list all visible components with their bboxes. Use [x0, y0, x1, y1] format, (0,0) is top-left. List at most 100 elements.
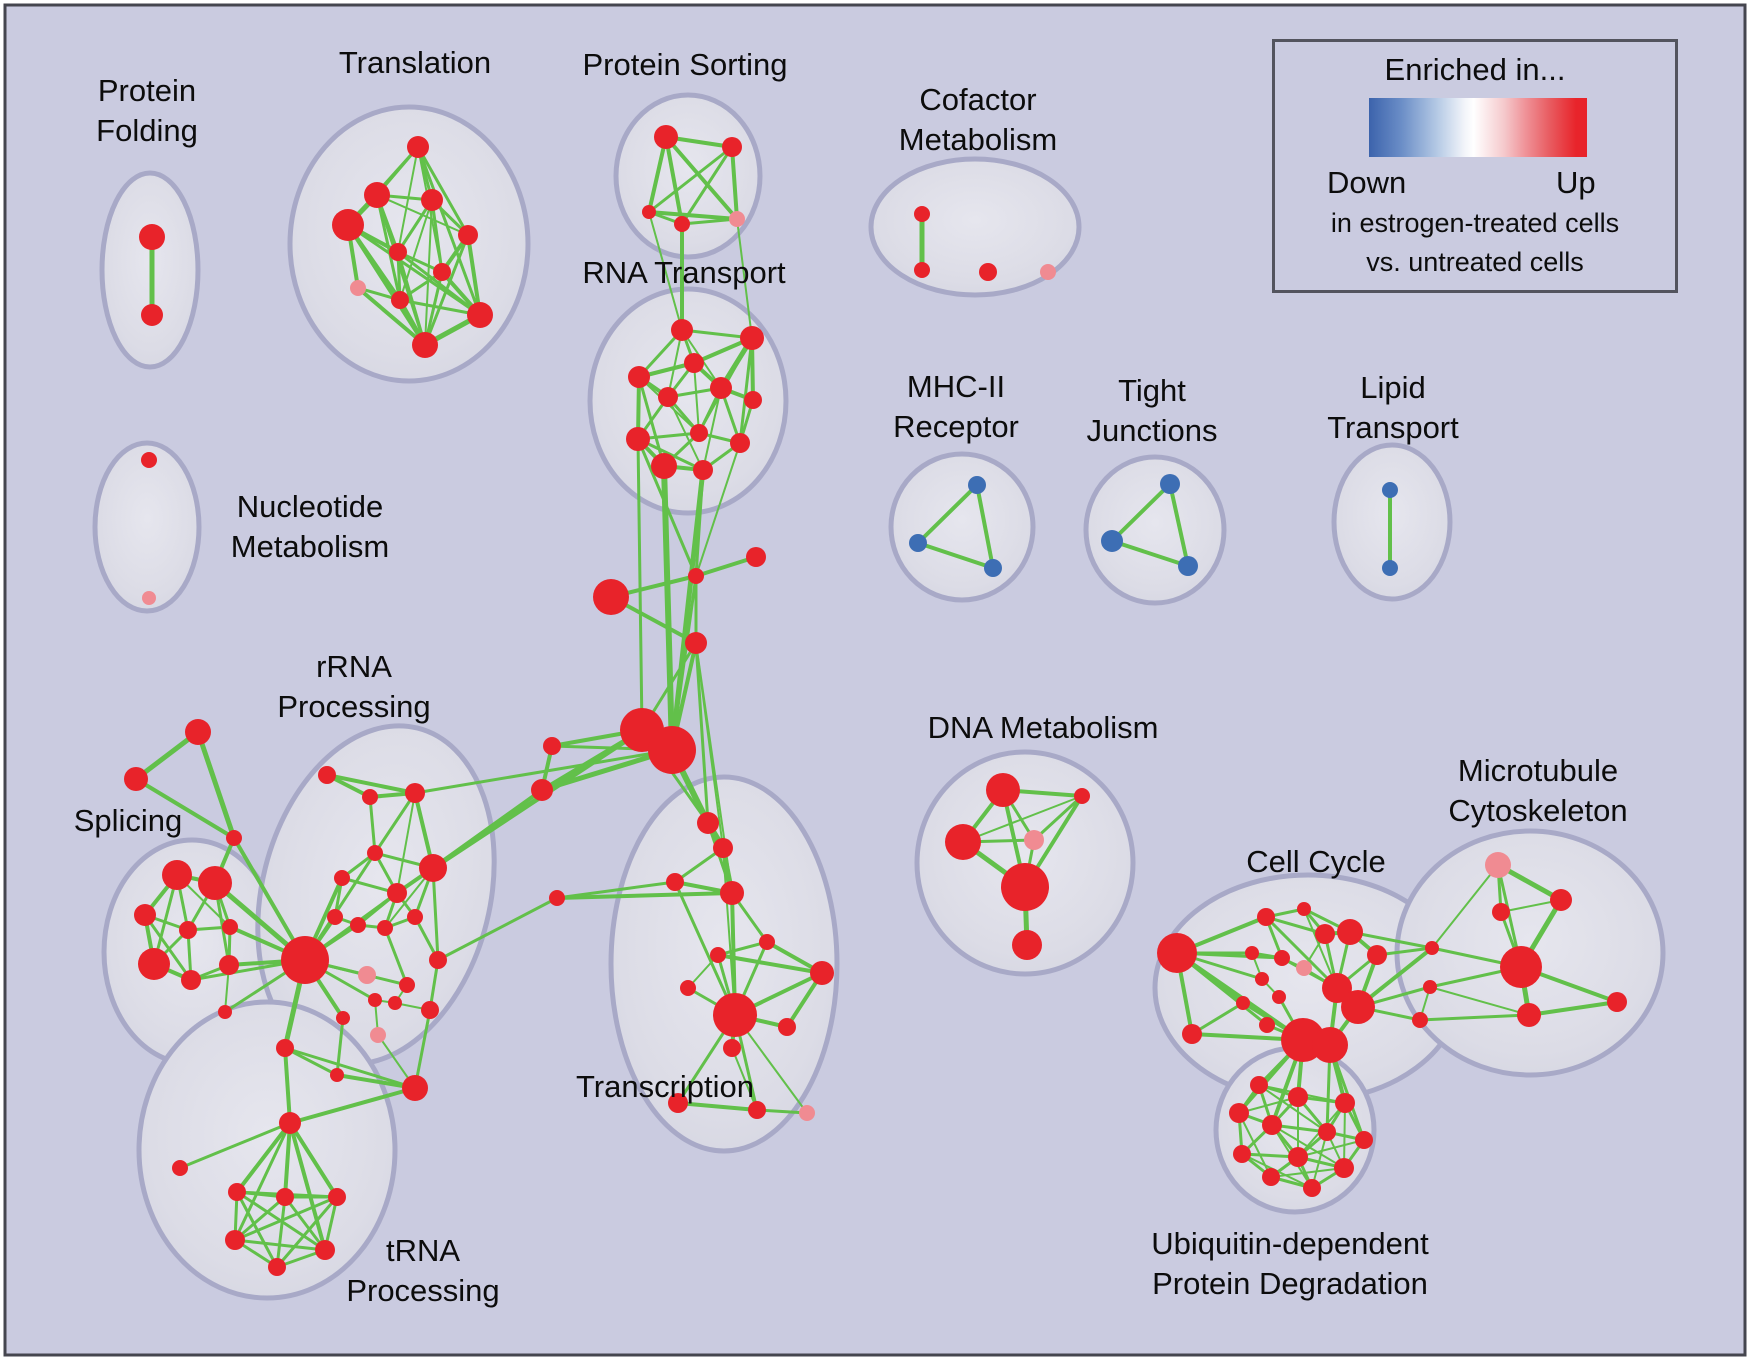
node-t8[interactable]	[350, 280, 366, 296]
node-lt2[interactable]	[1382, 560, 1398, 576]
node-tn7[interactable]	[268, 1258, 286, 1276]
node-r9[interactable]	[350, 917, 366, 933]
node-rt2[interactable]	[740, 326, 764, 350]
node-tr3[interactable]	[666, 873, 684, 891]
node-mid2[interactable]	[746, 547, 766, 567]
node-t6[interactable]	[389, 243, 407, 261]
node-sp6[interactable]	[138, 948, 170, 980]
node-tr10[interactable]	[778, 1018, 796, 1036]
node-t4[interactable]	[332, 209, 364, 241]
node-hub2[interactable]	[648, 726, 696, 774]
node-mt2[interactable]	[1492, 903, 1510, 921]
node-c1[interactable]	[543, 737, 561, 755]
node-rt10[interactable]	[730, 433, 750, 453]
node-cm2[interactable]	[914, 262, 930, 278]
node-pf2[interactable]	[141, 304, 163, 326]
node-rt11[interactable]	[651, 453, 677, 479]
node-tr5[interactable]	[759, 934, 775, 950]
node-sp7[interactable]	[181, 970, 201, 990]
node-t5[interactable]	[458, 225, 478, 245]
node-trl[interactable]	[549, 890, 565, 906]
node-cm4[interactable]	[1040, 264, 1056, 280]
node-r21[interactable]	[402, 1075, 428, 1101]
node-t11[interactable]	[412, 332, 438, 358]
node-cc14[interactable]	[1259, 1017, 1275, 1033]
node-mt4[interactable]	[1517, 1003, 1541, 1027]
node-cc9[interactable]	[1322, 973, 1352, 1003]
node-mid3[interactable]	[593, 579, 629, 615]
node-r22[interactable]	[330, 1068, 344, 1082]
node-r1[interactable]	[318, 766, 336, 784]
node-ub4[interactable]	[1229, 1103, 1249, 1123]
node-tn4[interactable]	[328, 1188, 346, 1206]
node-rt1[interactable]	[671, 319, 693, 341]
node-mt3[interactable]	[1500, 946, 1542, 988]
node-ub8[interactable]	[1233, 1145, 1251, 1163]
node-dm2[interactable]	[1074, 788, 1090, 804]
node-tn2[interactable]	[228, 1183, 246, 1201]
node-tn1[interactable]	[172, 1160, 188, 1176]
node-r10[interactable]	[377, 920, 393, 936]
node-rt9[interactable]	[626, 427, 650, 451]
node-mj3[interactable]	[1412, 1012, 1428, 1028]
node-r4[interactable]	[367, 845, 383, 861]
node-dm4[interactable]	[1024, 830, 1044, 850]
node-hubR[interactable]	[281, 936, 329, 984]
node-pf1[interactable]	[139, 224, 165, 250]
node-ccp[interactable]	[1296, 960, 1312, 976]
node-tr7[interactable]	[810, 961, 834, 985]
node-mh3[interactable]	[984, 559, 1002, 577]
node-tr1[interactable]	[697, 812, 719, 834]
node-t2[interactable]	[364, 182, 390, 208]
node-cc10[interactable]	[1272, 990, 1286, 1004]
node-cc13[interactable]	[1182, 1024, 1202, 1044]
node-sp8[interactable]	[219, 955, 239, 975]
node-ub12[interactable]	[1303, 1179, 1321, 1197]
node-tn3[interactable]	[276, 1188, 294, 1206]
node-rt12[interactable]	[693, 460, 713, 480]
node-sp1[interactable]	[162, 860, 192, 890]
node-tr12[interactable]	[668, 1093, 688, 1113]
node-ps1[interactable]	[654, 125, 678, 149]
node-cc12[interactable]	[1341, 990, 1375, 1024]
node-sp5[interactable]	[222, 919, 238, 935]
node-tr14[interactable]	[799, 1105, 815, 1121]
node-st1[interactable]	[185, 719, 211, 745]
node-t9[interactable]	[391, 291, 409, 309]
node-r19[interactable]	[336, 1011, 350, 1025]
node-ps4[interactable]	[674, 216, 690, 232]
node-dm5[interactable]	[1001, 863, 1049, 911]
node-r13[interactable]	[429, 951, 447, 969]
node-tn5[interactable]	[225, 1230, 245, 1250]
node-mj2[interactable]	[1423, 980, 1437, 994]
node-sp4[interactable]	[179, 921, 197, 939]
node-r8[interactable]	[327, 909, 343, 925]
node-rt3[interactable]	[684, 353, 704, 373]
node-ub1[interactable]	[1250, 1076, 1268, 1094]
node-cc1[interactable]	[1257, 908, 1275, 926]
node-ps5[interactable]	[729, 211, 745, 227]
node-cc6[interactable]	[1274, 950, 1290, 966]
node-ub6[interactable]	[1318, 1123, 1336, 1141]
node-nm2[interactable]	[142, 591, 156, 605]
node-ps2[interactable]	[722, 137, 742, 157]
node-mid4[interactable]	[685, 632, 707, 654]
node-mh2[interactable]	[909, 534, 927, 552]
node-sp2[interactable]	[198, 866, 232, 900]
node-cc5[interactable]	[1245, 946, 1259, 960]
node-cm1[interactable]	[914, 206, 930, 222]
node-sp3[interactable]	[134, 904, 156, 926]
node-tj2[interactable]	[1101, 530, 1123, 552]
node-ccl[interactable]	[1157, 933, 1197, 973]
node-mtp[interactable]	[1485, 852, 1511, 878]
node-cc8[interactable]	[1255, 972, 1269, 986]
node-sj[interactable]	[226, 830, 242, 846]
node-cc11[interactable]	[1236, 996, 1250, 1010]
node-ub11[interactable]	[1262, 1168, 1280, 1186]
node-tr11[interactable]	[723, 1039, 741, 1057]
node-mid1[interactable]	[688, 568, 704, 584]
node-ub10[interactable]	[1334, 1158, 1354, 1178]
node-tnhub[interactable]	[279, 1112, 301, 1134]
node-r3[interactable]	[405, 783, 425, 803]
node-lt1[interactable]	[1382, 482, 1398, 498]
